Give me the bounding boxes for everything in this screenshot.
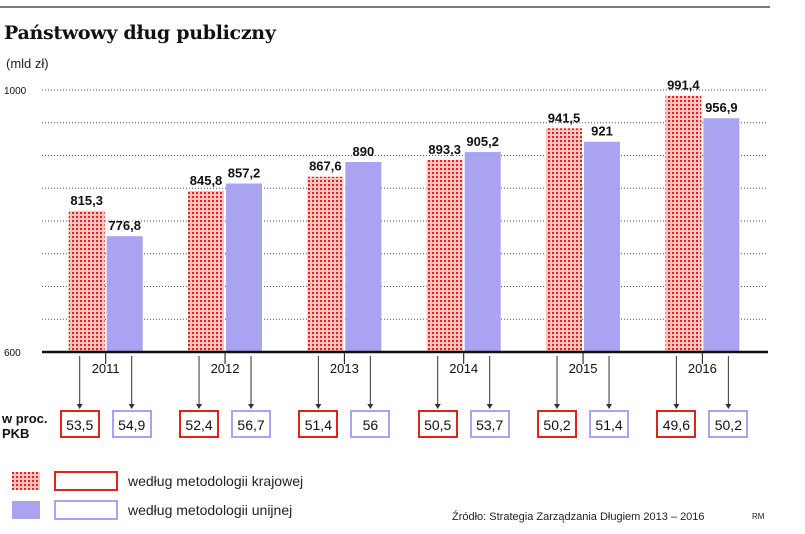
legend-swatch-krajowa bbox=[12, 472, 40, 490]
category-label: 2013 bbox=[330, 361, 359, 376]
source-note: Źródło: Strategia Zarządzania Długiem 20… bbox=[452, 511, 705, 523]
connector-arrow bbox=[248, 404, 255, 409]
legend-swatch-krajowa-pattern bbox=[12, 472, 40, 490]
legend-label-krajowa: według metodologii krajowej bbox=[128, 473, 304, 489]
bar-unijna bbox=[464, 152, 501, 352]
data-label-unijna: 890 bbox=[353, 144, 375, 159]
y-tick-label: 1000 bbox=[4, 86, 27, 97]
bar-krajowa bbox=[426, 159, 463, 352]
percent-gdp-krajowa: 53,5 bbox=[59, 410, 100, 438]
data-label-krajowa: 941,5 bbox=[548, 110, 581, 125]
percent-gdp-label: w proc. PKB bbox=[2, 411, 48, 441]
category-label: 2015 bbox=[569, 361, 598, 376]
connector-arrow bbox=[196, 404, 203, 409]
credit: RM bbox=[752, 512, 765, 521]
bar-unijna bbox=[106, 236, 143, 352]
category-label: 2011 bbox=[92, 361, 120, 376]
category-label: 2012 bbox=[211, 361, 240, 376]
legend-box-unijna bbox=[54, 500, 118, 520]
legend-label-unijna: według metodologii unijnej bbox=[128, 502, 293, 518]
chart-title: Państwowy dług publiczny bbox=[4, 22, 276, 44]
percent-gdp-label-line1: w proc. bbox=[2, 411, 48, 426]
data-label-krajowa: 893,3 bbox=[428, 142, 461, 157]
connector-arrow bbox=[554, 404, 561, 409]
data-label-unijna: 956,9 bbox=[705, 100, 738, 115]
percent-gdp-unijna: 51,4 bbox=[589, 410, 630, 438]
percent-gdp-unijna: 56 bbox=[350, 410, 391, 438]
bar-krajowa bbox=[188, 191, 225, 352]
data-label-krajowa: 867,6 bbox=[309, 159, 342, 174]
connector-arrow bbox=[128, 404, 135, 409]
data-label-unijna: 921 bbox=[591, 124, 613, 139]
data-label-unijna: 776,8 bbox=[108, 218, 141, 233]
bar-krajowa bbox=[665, 95, 702, 353]
percent-gdp-unijna: 53,7 bbox=[469, 410, 510, 438]
y-tick-label: 600 bbox=[4, 348, 21, 359]
legend-swatch-unijna bbox=[12, 501, 40, 519]
category-label: 2014 bbox=[449, 361, 478, 376]
category-label: 2016 bbox=[688, 361, 717, 376]
percent-gdp-krajowa: 51,4 bbox=[298, 410, 339, 438]
bar-unijna bbox=[345, 162, 382, 352]
top-rule bbox=[0, 6, 770, 8]
bar-krajowa bbox=[68, 210, 105, 352]
percent-gdp-label-line2: PKB bbox=[2, 426, 30, 441]
connector-arrow bbox=[434, 404, 441, 409]
connector-arrow bbox=[673, 404, 680, 409]
legend-box-krajowa bbox=[54, 471, 118, 491]
percent-gdp-krajowa: 52,4 bbox=[179, 410, 220, 438]
percent-gdp-krajowa: 50,2 bbox=[537, 410, 578, 438]
unit-label: (mld zł) bbox=[6, 56, 49, 71]
percent-gdp-unijna: 56,7 bbox=[231, 410, 272, 438]
connector-arrow bbox=[315, 404, 322, 409]
connector-arrow bbox=[367, 404, 374, 409]
percent-gdp-krajowa: 50,5 bbox=[417, 410, 458, 438]
data-label-krajowa: 845,8 bbox=[190, 173, 223, 188]
connector-arrow bbox=[486, 404, 493, 409]
percent-gdp-unijna: 50,2 bbox=[708, 410, 749, 438]
bar-krajowa bbox=[546, 128, 583, 352]
connector-arrow bbox=[725, 404, 732, 409]
connector-arrow bbox=[76, 404, 83, 409]
percent-gdp-krajowa: 49,6 bbox=[656, 410, 697, 438]
data-label-unijna: 857,2 bbox=[228, 166, 261, 181]
data-label-krajowa: 815,3 bbox=[70, 193, 103, 208]
percent-gdp-unijna: 54,9 bbox=[111, 410, 152, 438]
bar-unijna bbox=[226, 183, 263, 352]
connector-arrow bbox=[606, 404, 613, 409]
bar-unijna bbox=[703, 118, 740, 352]
data-label-unijna: 905,2 bbox=[466, 134, 499, 149]
bar-unijna bbox=[584, 141, 621, 352]
data-label-krajowa: 991,4 bbox=[667, 78, 700, 93]
bar-krajowa bbox=[307, 176, 344, 352]
